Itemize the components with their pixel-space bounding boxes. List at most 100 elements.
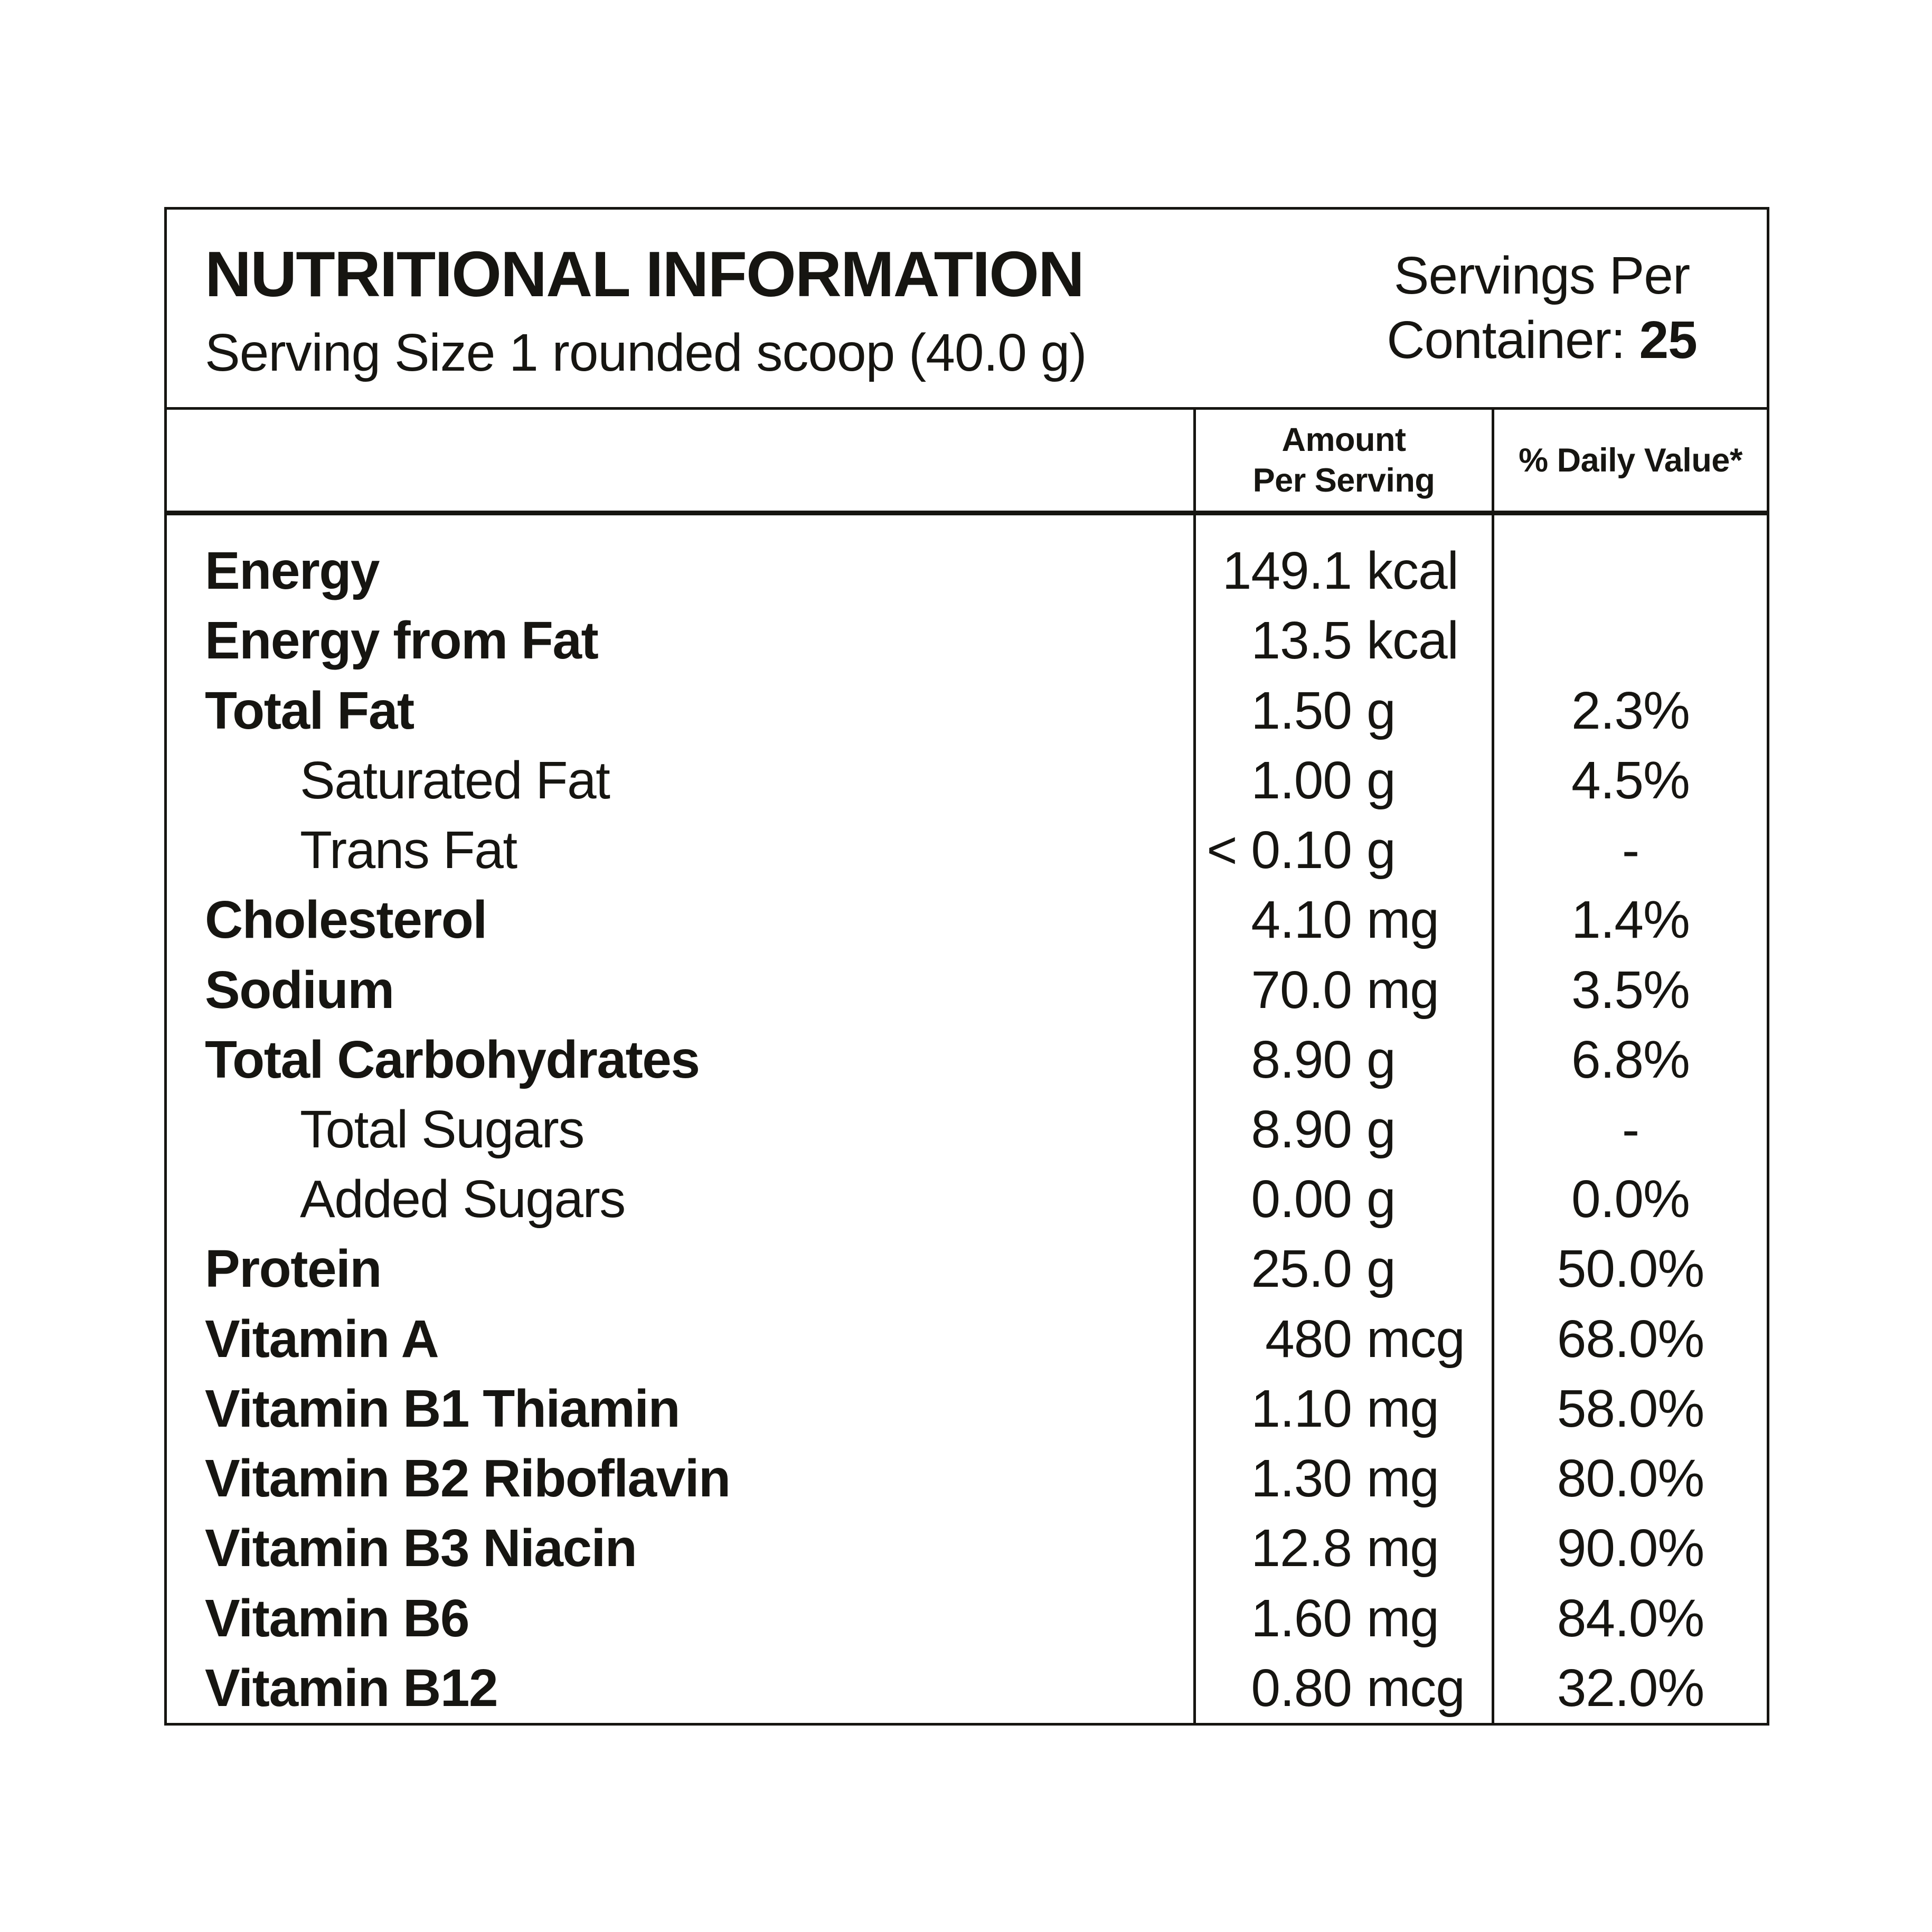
table-row: Total Sugars 8.90 g - xyxy=(167,1103,1767,1156)
nutrient-label: Vitamin B3 Niacin xyxy=(205,1519,637,1578)
amount-cell: 70.0 mg xyxy=(1193,964,1492,1016)
amount-unit: mg xyxy=(1366,1519,1439,1578)
nutrient-label: Vitamin B1 Thiamin xyxy=(205,1379,681,1438)
table-row: Vitamin B2 Riboflavin 1.30 mg 80.0% xyxy=(167,1452,1767,1505)
nutrient-label: Vitamin A xyxy=(205,1309,439,1369)
table-row: Vitamin A 480 mcg 68.0% xyxy=(167,1313,1767,1365)
daily-value-cell: 32.0% xyxy=(1557,1658,1705,1718)
amount-value: 8.90 xyxy=(1251,1099,1352,1159)
daily-value-cell: 2.3% xyxy=(1571,681,1690,740)
amount-cell: 1.50 g xyxy=(1193,684,1492,737)
amount-unit: g xyxy=(1366,1239,1396,1299)
amount-unit: mg xyxy=(1366,890,1439,950)
nutrient-label: Cholesterol xyxy=(205,890,487,950)
servings-per-container: Servings Per Container: 25 xyxy=(1346,243,1737,372)
column-header-divider-line xyxy=(167,511,1767,515)
amount-value: 0.00 xyxy=(1251,1170,1352,1229)
amount-cell: < 0.10 g xyxy=(1193,824,1492,877)
amount-value: 1.10 xyxy=(1251,1379,1352,1438)
daily-value-cell: 6.8% xyxy=(1571,1030,1690,1089)
table-row: Vitamin B12 0.80 mcg 32.0% xyxy=(167,1662,1767,1714)
amount-value: 1.50 xyxy=(1251,681,1352,740)
amount-value: 1.30 xyxy=(1251,1449,1352,1509)
amount-cell: 8.90 g xyxy=(1193,1103,1492,1156)
nutrient-label: Total Sugars xyxy=(300,1099,585,1159)
nutrient-label: Vitamin B6 xyxy=(205,1588,470,1648)
column-header-amount: Amount Per Serving xyxy=(1196,410,1492,511)
amount-cell: 1.60 mg xyxy=(1193,1592,1492,1645)
daily-value-cell: 0.0% xyxy=(1571,1170,1690,1229)
table-row: Protein 25.0 g 50.0% xyxy=(167,1242,1767,1295)
nutrition-label-box: NUTRITIONAL INFORMATION Serving Size 1 r… xyxy=(164,207,1769,1726)
amount-value: 13.5 xyxy=(1251,611,1352,671)
nutrient-label: Total Carbohydrates xyxy=(205,1030,700,1089)
amount-unit: kcal xyxy=(1366,541,1459,601)
nutrient-label: Protein xyxy=(205,1239,382,1299)
daily-value-cell: 3.5% xyxy=(1571,960,1690,1020)
daily-value-cell: - xyxy=(1622,821,1639,880)
nutrient-label: Added Sugars xyxy=(300,1170,626,1229)
amount-unit: mg xyxy=(1366,960,1439,1020)
column-header-daily-value: % Daily Value* xyxy=(1519,441,1742,479)
column-header-amount-line1: Amount xyxy=(1281,421,1406,458)
amount-value: 4.10 xyxy=(1251,890,1352,950)
amount-cell: 12.8 mg xyxy=(1193,1522,1492,1575)
amount-unit: g xyxy=(1366,681,1396,740)
table-row: Saturated Fat 1.00 g 4.5% xyxy=(167,754,1767,807)
table-row: Vitamin B3 Niacin 12.8 mg 90.0% xyxy=(167,1522,1767,1575)
nutrient-label: Energy xyxy=(205,541,380,601)
daily-value-cell: 1.4% xyxy=(1571,890,1690,950)
amount-cell: 8.90 g xyxy=(1193,1033,1492,1086)
amount-cell: 149.1 kcal xyxy=(1193,544,1492,597)
daily-value-cell: 50.0% xyxy=(1557,1239,1705,1299)
nutrient-label: Total Fat xyxy=(205,681,414,740)
amount-unit: g xyxy=(1366,1030,1396,1089)
amount-unit: mcg xyxy=(1366,1658,1465,1718)
amount-column-divider-line xyxy=(1193,407,1196,1723)
amount-value: 8.90 xyxy=(1251,1030,1352,1089)
nutrient-label: Saturated Fat xyxy=(300,750,610,810)
table-row: Total Carbohydrates 8.90 g 6.8% xyxy=(167,1033,1767,1086)
amount-cell: 1.10 mg xyxy=(1193,1382,1492,1435)
nutrient-rows: Energy 149.1 kcal Energy from Fat 13.5 kca… xyxy=(167,536,1767,1723)
daily-value-cell: 4.5% xyxy=(1571,750,1690,810)
amount-value: 70.0 xyxy=(1251,960,1352,1020)
amount-value: 480 xyxy=(1265,1309,1352,1369)
amount-value: 25.0 xyxy=(1251,1239,1352,1299)
daily-value-cell: 68.0% xyxy=(1557,1309,1705,1369)
servings-per-value: 25 xyxy=(1639,310,1697,370)
table-row: Trans Fat < 0.10 g - xyxy=(167,824,1767,877)
serving-size-text: Serving Size 1 rounded scoop (40.0 g) xyxy=(205,323,1087,382)
amount-value: 1.00 xyxy=(1251,750,1352,810)
amount-unit: g xyxy=(1366,821,1396,880)
amount-unit: g xyxy=(1366,1099,1396,1159)
table-row: Sodium 70.0 mg 3.5% xyxy=(167,964,1767,1016)
amount-cell: 0.00 g xyxy=(1193,1173,1492,1226)
nutrient-label: Vitamin B12 xyxy=(205,1658,498,1718)
header-divider-line xyxy=(167,407,1767,410)
table-row: Energy from Fat 13.5 kcal xyxy=(167,614,1767,667)
page-title: NUTRITIONAL INFORMATION xyxy=(205,238,1085,310)
daily-value-cell: 84.0% xyxy=(1557,1588,1705,1648)
nutrient-label: Sodium xyxy=(205,960,394,1020)
amount-value: 1.60 xyxy=(1251,1588,1352,1648)
nutrient-label: Energy from Fat xyxy=(205,611,599,671)
table-row: Vitamin B1 Thiamin 1.10 mg 58.0% xyxy=(167,1382,1767,1435)
daily-value-cell: 90.0% xyxy=(1557,1519,1705,1578)
table-row: Cholesterol 4.10 mg 1.4% xyxy=(167,893,1767,946)
amount-value: 0.80 xyxy=(1251,1658,1352,1718)
amount-unit: mcg xyxy=(1366,1309,1465,1369)
amount-unit: g xyxy=(1366,750,1396,810)
amount-unit: kcal xyxy=(1366,611,1459,671)
amount-cell: 4.10 mg xyxy=(1193,893,1492,946)
amount-cell: 13.5 kcal xyxy=(1193,614,1492,667)
amount-unit: g xyxy=(1366,1170,1396,1229)
amount-cell: 25.0 g xyxy=(1193,1242,1492,1295)
amount-cell: 480 mcg xyxy=(1193,1313,1492,1365)
amount-unit: mg xyxy=(1366,1379,1439,1438)
daily-value-cell: 58.0% xyxy=(1557,1379,1705,1438)
nutrient-label: Trans Fat xyxy=(300,821,517,880)
daily-value-column-divider-line xyxy=(1492,407,1494,1723)
table-row: Added Sugars 0.00 g 0.0% xyxy=(167,1173,1767,1226)
